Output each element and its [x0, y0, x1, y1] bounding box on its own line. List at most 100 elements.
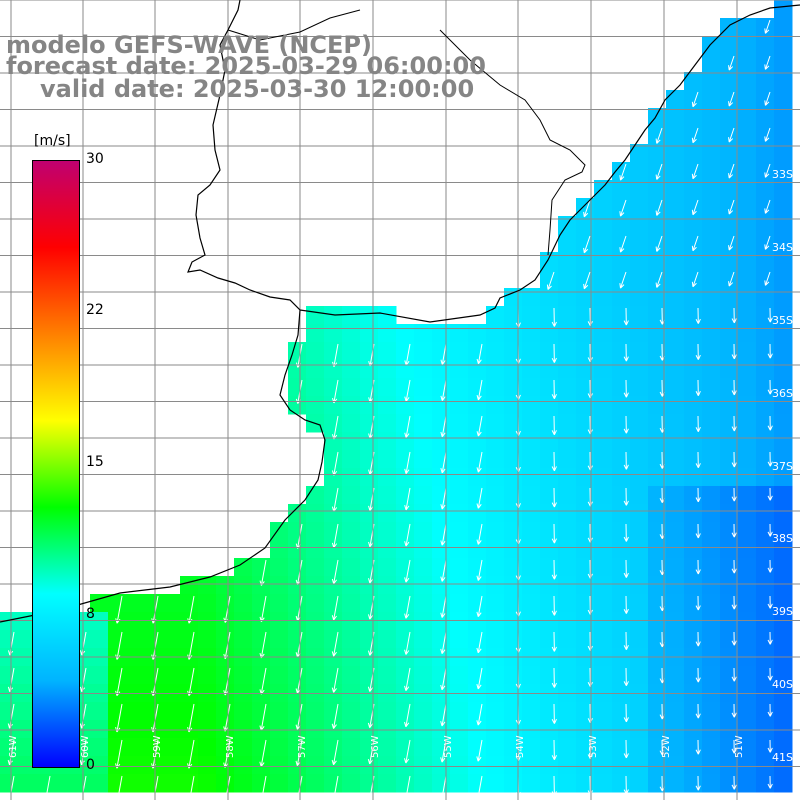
wind-speed-cell — [738, 144, 757, 163]
wind-speed-cell — [324, 558, 343, 577]
wind-speed-cell — [288, 378, 307, 397]
wind-speed-cell — [468, 414, 487, 433]
wind-speed-cell — [558, 756, 577, 775]
wind-speed-cell — [540, 342, 559, 361]
wind-arrow — [728, 235, 735, 251]
wind-arrow — [619, 235, 627, 253]
wind-speed-cell — [468, 378, 487, 397]
wind-speed-cell — [630, 468, 649, 487]
wind-speed-cell — [342, 558, 361, 577]
wind-speed-cell — [162, 666, 181, 685]
wind-speed-cell — [756, 54, 775, 73]
wind-speed-cell — [720, 522, 739, 541]
wind-speed-cell — [684, 72, 703, 91]
wind-speed-cell — [738, 396, 757, 415]
wind-speed-cell — [702, 360, 721, 379]
wind-speed-cell — [306, 720, 325, 739]
wind-speed-cell — [414, 432, 433, 451]
wind-speed-cell — [648, 270, 667, 289]
wind-speed-cell — [666, 720, 685, 739]
wind-speed-cell — [450, 522, 469, 541]
wind-speed-cell — [774, 468, 793, 487]
wind-speed-cell — [414, 576, 433, 595]
longitude-label: 60W — [80, 735, 91, 758]
wind-speed-cell — [630, 558, 649, 577]
wind-speed-cell — [576, 378, 595, 397]
wind-speed-cell — [144, 666, 163, 685]
wind-speed-cell — [630, 504, 649, 523]
wind-speed-cell — [738, 468, 757, 487]
wind-speed-cell — [684, 360, 703, 379]
wind-speed-cell — [774, 342, 793, 361]
wind-arrow — [404, 739, 411, 764]
wind-speed-cell — [666, 774, 685, 793]
wind-speed-cell — [666, 450, 685, 469]
wind-speed-cell — [738, 576, 757, 595]
wind-speed-cell — [270, 612, 289, 631]
wind-speed-cell — [558, 324, 577, 343]
wind-speed-cell — [342, 774, 361, 793]
wind-speed-cell — [522, 612, 541, 631]
wind-speed-cell — [522, 702, 541, 721]
wind-speed-cell — [396, 432, 415, 451]
wind-speed-cell — [756, 342, 775, 361]
wind-speed-cell — [414, 378, 433, 397]
wind-speed-cell — [414, 468, 433, 487]
wind-speed-cell — [378, 306, 397, 325]
wind-speed-cell — [360, 504, 379, 523]
wind-speed-cell — [486, 396, 505, 415]
wind-speed-cell — [414, 702, 433, 721]
wind-speed-cell — [378, 756, 397, 775]
wind-speed-cell — [702, 144, 721, 163]
wind-speed-cell — [612, 468, 631, 487]
wind-speed-cell — [738, 270, 757, 289]
wind-arrow — [551, 595, 557, 616]
wind-arrow — [404, 487, 411, 511]
wind-speed-cell — [396, 324, 415, 343]
wind-speed-cell — [576, 720, 595, 739]
wind-speed-cell — [486, 666, 505, 685]
wind-arrow — [655, 235, 663, 252]
wind-speed-cell — [414, 414, 433, 433]
wind-speed-cell — [774, 306, 793, 325]
wind-speed-cell — [90, 594, 109, 613]
wind-speed-cell — [252, 702, 271, 721]
wind-speed-cell — [702, 666, 721, 685]
wind-speed-cell — [774, 144, 793, 163]
wind-speed-cell — [414, 540, 433, 559]
wind-speed-cell — [756, 468, 775, 487]
wind-speed-cell — [630, 360, 649, 379]
wind-speed-cell — [450, 468, 469, 487]
wind-speed-cell — [144, 594, 163, 613]
wind-speed-cell — [666, 216, 685, 235]
wind-speed-cell — [450, 414, 469, 433]
wind-speed-cell — [162, 720, 181, 739]
wind-speed-cell — [630, 414, 649, 433]
wind-speed-cell — [738, 288, 757, 307]
wind-speed-cell — [126, 774, 145, 793]
wind-speed-cell — [378, 720, 397, 739]
wind-speed-cell — [720, 234, 739, 253]
wind-arrow — [440, 379, 447, 401]
wind-speed-cell — [198, 738, 217, 757]
wind-speed-cell — [540, 630, 559, 649]
wind-speed-cell — [342, 612, 361, 631]
wind-speed-cell — [594, 324, 613, 343]
forecast-date: forecast date: 2025-03-29 06:00:00 — [6, 52, 486, 80]
wind-arrow — [767, 739, 773, 753]
wind-speed-cell — [486, 306, 505, 325]
wind-speed-cell — [450, 432, 469, 451]
wind-speed-cell — [522, 360, 541, 379]
wind-arrow — [767, 343, 773, 359]
wind-speed-cell — [450, 378, 469, 397]
wind-arrow — [731, 451, 737, 468]
wind-speed-cell — [594, 270, 613, 289]
wind-speed-cell — [594, 468, 613, 487]
wind-speed-cell — [720, 486, 739, 505]
wind-speed-cell — [162, 738, 181, 757]
wind-speed-cell — [540, 522, 559, 541]
wind-arrow — [767, 415, 773, 431]
wind-speed-cell — [666, 540, 685, 559]
wind-arrow — [731, 379, 737, 396]
